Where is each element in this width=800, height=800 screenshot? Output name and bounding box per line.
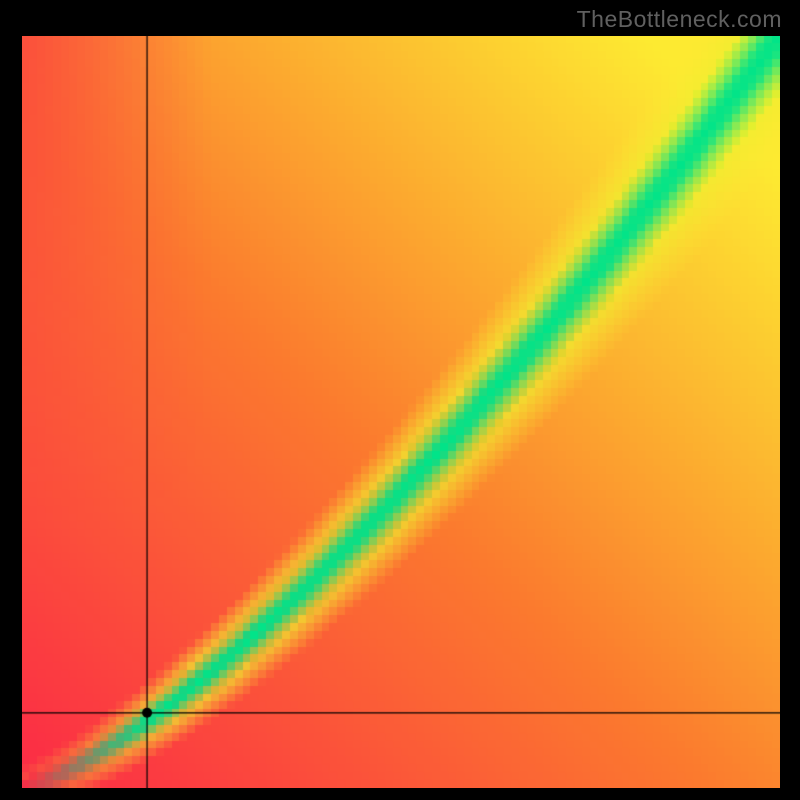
bottleneck-heatmap [22, 36, 780, 788]
watermark-text: TheBottleneck.com [577, 6, 782, 33]
